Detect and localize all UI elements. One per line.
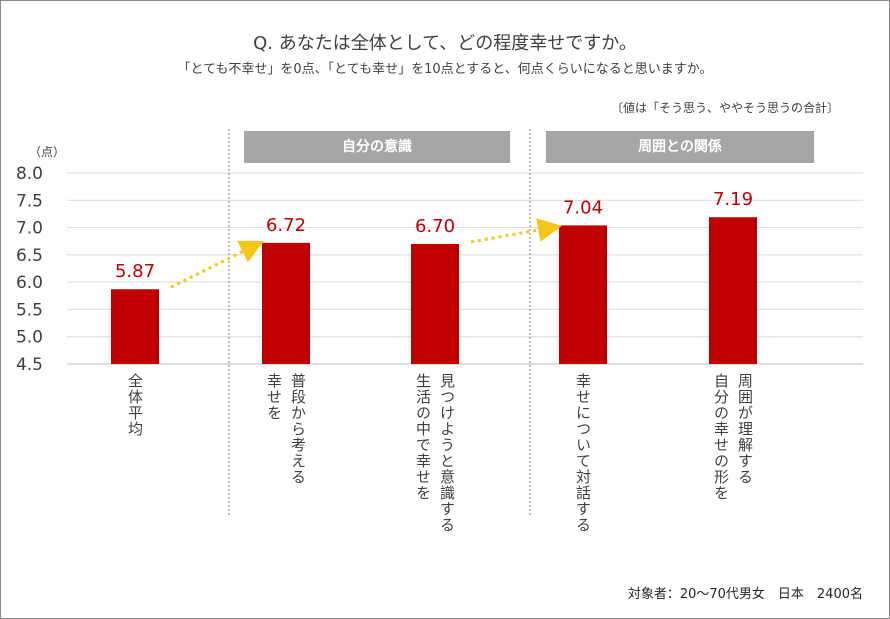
data-label: 6.72 [266,215,306,236]
bar [111,289,159,364]
y-tick-label: 6.5 [16,246,43,266]
source-note: 対象者：20〜70代男女 日本 2400名 [627,587,863,602]
data-label: 7.04 [563,197,603,218]
data-label: 6.70 [415,216,455,237]
chart-title: Q. あなたは全体として、どの程度幸せですか。 [253,33,637,54]
chart-note: 〔値は「そう思う、ややそう思うの合計〕 [610,101,839,115]
data-label: 7.19 [713,189,753,210]
x-tick-label: 見つけようと意識する 生活の中で幸せを [414,373,456,533]
bar [411,243,459,364]
bar [709,217,757,364]
y-tick-label: 8.0 [16,164,43,184]
x-tick-label: 全体平均 [126,373,144,437]
trend-arrow [470,218,562,244]
y-tick-label: 5.5 [16,300,43,320]
chart-subtitle: 「とても不幸せ」を0点、「とても幸せ」を10点とすると、何点くらいになると思いま… [177,62,713,77]
data-label: 5.87 [115,261,155,282]
group-header-relationships: 周囲との関係 [546,131,814,163]
bar [559,225,607,364]
x-tick-label: 普段から考える 幸せを [265,373,307,485]
trend-arrow [170,240,265,289]
y-tick-label: 5.0 [16,328,43,348]
bar [262,242,310,364]
y-tick-label: 4.5 [16,355,43,375]
y-axis-unit: （点） [29,145,66,159]
y-tick-label: 7.5 [16,191,43,211]
x-tick-label: 幸せについて対話する [574,373,592,533]
y-tick-label: 7.0 [16,219,43,239]
y-tick-label: 6.0 [16,273,43,293]
x-tick-label: 周囲が理解する 自分の幸せの形を [712,373,754,501]
group-header-self-awareness: 自分の意識 [244,131,510,163]
